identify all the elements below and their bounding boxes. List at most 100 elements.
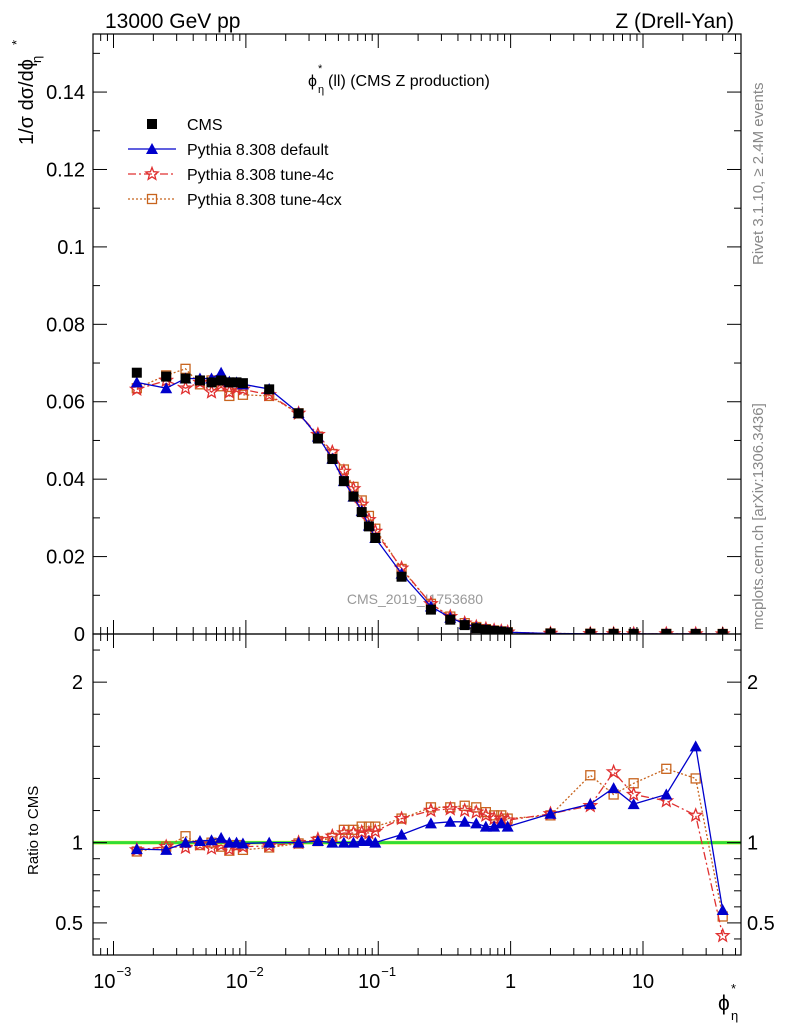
legend-entry-0: CMS bbox=[147, 117, 223, 134]
analysis-id-label: CMS_2019_I1753680 bbox=[347, 591, 483, 607]
legend-marker-0 bbox=[147, 119, 157, 129]
svg-text:Ratio to CMS: Ratio to CMS bbox=[25, 786, 42, 875]
ratio-point-1-17 bbox=[369, 836, 382, 848]
upper-ytick-label: 0.14 bbox=[46, 82, 85, 104]
upper-point-3-6 bbox=[224, 390, 235, 402]
upper-point-0-32 bbox=[690, 628, 701, 634]
ratio-point-1-5 bbox=[215, 831, 228, 843]
ylabel-star: * bbox=[9, 40, 24, 45]
ratio-point-2-22 bbox=[468, 803, 485, 819]
ratio-point-1-21 bbox=[458, 815, 471, 827]
energy-label: 13000 GeV pp bbox=[105, 10, 240, 33]
ratio-point-2-5 bbox=[213, 836, 230, 852]
xtick-label: 10 −2 bbox=[226, 964, 264, 993]
ratio-point-1-20 bbox=[444, 815, 457, 827]
ratio-point-1-3 bbox=[193, 835, 206, 847]
upper-point-0-9 bbox=[264, 384, 275, 395]
axes: 0 0.02 0.04 0.06 0.08 0.1 0.12 0.14 0.5 0.5 1 1 2 2 10… bbox=[46, 33, 775, 993]
upper-point-0-6 bbox=[224, 377, 235, 388]
xlabel-star: * bbox=[731, 981, 736, 996]
ratio-point-1-11 bbox=[311, 835, 324, 847]
upper-point-2-4 bbox=[203, 383, 220, 399]
side-label-top: Rivet 3.1.10, ≥ 2.4M events bbox=[750, 83, 767, 266]
xtick-label: 10 −1 bbox=[358, 964, 396, 993]
ratio-point-1-26 bbox=[501, 820, 514, 832]
ratio-point-2-30 bbox=[625, 786, 642, 802]
ratio-point-2-9 bbox=[261, 837, 278, 853]
ratio-point-1-12 bbox=[326, 836, 339, 848]
upper-point-0-21 bbox=[459, 620, 470, 631]
upper-point-0-11 bbox=[312, 433, 323, 444]
ratio-point-2-17 bbox=[367, 823, 384, 839]
xtick-label: 10 −3 bbox=[93, 964, 131, 993]
upper-point-1-0 bbox=[130, 376, 143, 388]
ratio-point-2-19 bbox=[422, 802, 439, 818]
upper-series-0 bbox=[131, 367, 728, 634]
xlabel-phi: ϕ bbox=[718, 992, 730, 1015]
upper-ylabel: 1/σ dσ/dϕ η * bbox=[9, 40, 44, 145]
upper-point-0-16 bbox=[363, 521, 374, 532]
upper-point-0-20 bbox=[445, 614, 456, 625]
ratio-point-1-1 bbox=[160, 843, 173, 855]
ratio-point-1-19 bbox=[424, 817, 437, 829]
ratio-point-1-24 bbox=[488, 820, 501, 832]
ratio-point-3-15 bbox=[356, 821, 367, 832]
upper-point-1-5 bbox=[215, 366, 228, 378]
ratio-point-1-27 bbox=[544, 807, 557, 819]
upper-point-0-7 bbox=[231, 377, 242, 388]
legend-label-1: Pythia 8.308 default bbox=[187, 142, 329, 159]
upper-point-0-14 bbox=[348, 491, 359, 502]
xtick-label-base: 10 bbox=[632, 971, 654, 993]
legend-entry-2: Pythia 8.308 tune-4c bbox=[128, 165, 334, 184]
process-label: Z (Drell-Yan) bbox=[615, 10, 734, 33]
upper-series-2 bbox=[128, 372, 731, 634]
xtick-label-base: 1 bbox=[505, 971, 516, 993]
upper-point-0-24 bbox=[489, 625, 500, 634]
upper-point-2-13 bbox=[335, 463, 352, 479]
upper-ytick-label: 0.04 bbox=[46, 469, 85, 491]
xtick-label-exp: −2 bbox=[249, 964, 264, 979]
title-text: (ll) (CMS Z production) bbox=[328, 73, 490, 90]
ratio-point-2-23 bbox=[477, 807, 494, 823]
upper-point-2-2 bbox=[177, 379, 194, 395]
title-star: * bbox=[318, 63, 323, 75]
lower-panel bbox=[93, 740, 741, 943]
ratio-point-1-29 bbox=[607, 782, 620, 794]
upper-point-0-4 bbox=[206, 377, 217, 388]
ratio-point-1-25 bbox=[495, 817, 508, 829]
upper-point-0-31 bbox=[661, 628, 672, 634]
title-phi-symbol: ϕ bbox=[308, 73, 317, 90]
upper-point-0-12 bbox=[327, 454, 338, 465]
upper-point-0-25 bbox=[496, 626, 507, 634]
xtick-label-base: 10 bbox=[358, 971, 380, 993]
ratio-point-2-4 bbox=[203, 840, 220, 855]
title-eta: η bbox=[318, 84, 324, 96]
lower-frame bbox=[92, 633, 742, 956]
lower-ytick-label: 1 bbox=[72, 833, 83, 855]
ratio-point-1-33 bbox=[716, 904, 729, 916]
upper-point-0-13 bbox=[338, 476, 349, 487]
upper-point-0-3 bbox=[194, 375, 205, 386]
upper-ytick-label: 0.12 bbox=[46, 159, 85, 181]
lower-ytick-label-right: 1 bbox=[747, 833, 758, 855]
ratio-point-1-22 bbox=[470, 817, 483, 829]
ratio-point-1-31 bbox=[660, 788, 673, 800]
upper-point-0-2 bbox=[180, 373, 191, 384]
lower-ytick-label-right: 0.5 bbox=[747, 913, 775, 935]
upper-point-0-30 bbox=[628, 628, 639, 634]
ratio-point-1-9 bbox=[263, 836, 276, 848]
xtick-label-base: 10 bbox=[226, 971, 248, 993]
ratio-point-1-8 bbox=[236, 837, 249, 849]
ratio-point-1-30 bbox=[627, 798, 640, 810]
upper-point-0-0 bbox=[131, 367, 142, 378]
side-label-bottom: mcplots.cern.ch [arXiv:1306.3436] bbox=[750, 403, 767, 630]
ratio-point-1-10 bbox=[292, 836, 305, 848]
ratio-point-3-32 bbox=[690, 773, 701, 784]
upper-point-0-10 bbox=[293, 408, 304, 419]
xtick-label: 10 bbox=[632, 971, 654, 993]
legend-label-0: CMS bbox=[187, 117, 223, 134]
ratio-point-2-32 bbox=[687, 807, 704, 823]
lower-ytick-label-right: 2 bbox=[747, 672, 758, 694]
ratio-point-2-21 bbox=[456, 802, 473, 818]
x-axis-label: ϕ * η bbox=[718, 981, 738, 1023]
